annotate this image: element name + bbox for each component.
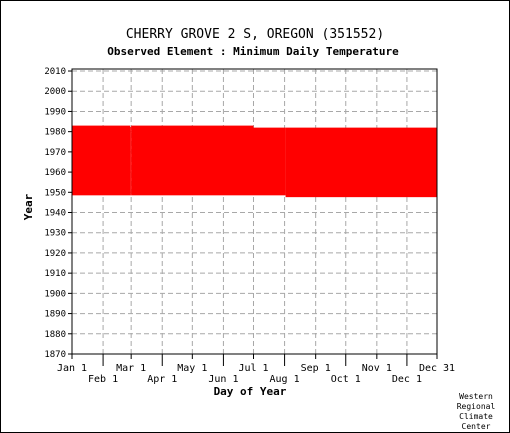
bar-segment-0-1 [130,127,132,196]
x-axis-label: Day of Year [214,385,287,398]
y-tick-label-1970: 1970 [44,148,66,158]
x-tick-label-335: Dec 1 [392,374,422,385]
x-tick-label-91: Apr 1 [147,374,177,385]
bar-segment-0-4 [285,127,437,198]
y-tick-label-1880: 1880 [44,330,66,340]
bar-segment-0-3 [253,127,286,196]
bar-segment-0-2 [131,125,254,196]
y-tick-label-1920: 1920 [44,249,66,259]
x-tick-label-274: Oct 1 [331,374,361,385]
x-tick-label-121: May 1 [177,363,207,374]
y-tick-label-1990: 1990 [44,107,66,117]
y-tick-label-1940: 1940 [44,209,66,219]
x-tick-label-32: Feb 1 [88,374,118,385]
x-tick-labels: Jan 1 Mar 1 May 1 Jul 1 Sep 1 Nov 1 Dec 31 Feb … [57,363,455,385]
wrcc-credit: Western Regional Climate Center [457,392,496,431]
y-tick-label-1980: 1980 [44,128,66,138]
y-tick-label-1910: 1910 [44,269,66,279]
x-tick-label-365: Dec 31 [419,363,455,374]
plot-border [71,68,438,355]
y-tick-label-2010: 2010 [44,67,66,77]
credit-line-1: Western [459,392,493,401]
bar-segment-0-0 [72,125,131,196]
y-tick-label-1960: 1960 [44,168,66,178]
grid [68,69,438,366]
chart-subtitle: Observed Element : Minimum Daily Tempera… [107,45,399,58]
chart-title: CHERRY GROVE 2 S, OREGON (351552) [126,27,384,42]
y-tick-labels: 1870 1880 1890 1900 1910 1920 1930 1940 1950 1960… [44,67,66,360]
y-tick-label-1870: 1870 [44,350,66,360]
data-bars [72,125,437,198]
x-tick-label-213: Aug 1 [270,374,300,385]
credit-line-3: Climate [459,412,493,421]
y-tick-label-1950: 1950 [44,188,66,198]
x-tick-label-60: Mar 1 [116,363,146,374]
y-axis-label: Year [22,193,35,220]
y-tick-label-1900: 1900 [44,289,66,299]
x-tick-label-244: Sep 1 [301,363,331,374]
x-tick-label-152: Jun 1 [208,374,238,385]
credit-line-2: Regional [457,402,496,411]
y-tick-label-1890: 1890 [44,310,66,320]
x-tick-label-1: Jan 1 [57,363,87,374]
x-tick-label-305: Nov 1 [362,363,392,374]
y-tick-label-1930: 1930 [44,229,66,239]
x-tick-label-182: Jul 1 [238,363,268,374]
credit-line-4: Center [462,422,491,431]
y-tick-label-2000: 2000 [44,87,66,97]
